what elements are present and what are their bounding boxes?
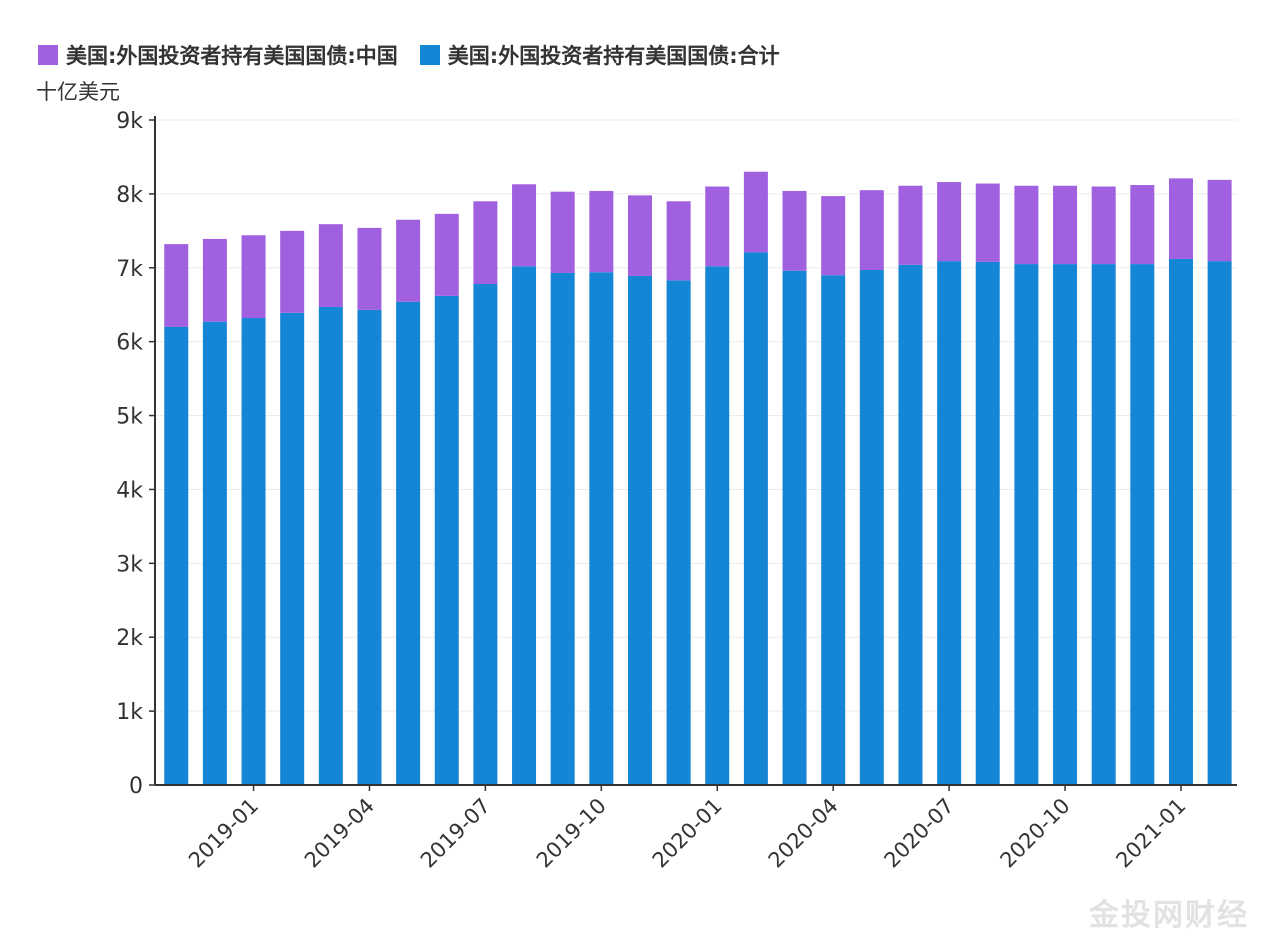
bar-china: [975, 183, 1000, 262]
x-tick-label: 2019-01: [184, 794, 263, 873]
x-tick-label: 2020-04: [764, 794, 843, 873]
y-axis-unit-label: 十亿美元: [36, 80, 120, 104]
bar-total: [1014, 264, 1039, 785]
bar-china: [705, 186, 730, 267]
bar-china: [937, 182, 962, 262]
x-tick-label: 2019-04: [300, 794, 379, 873]
bar-total: [666, 280, 691, 785]
bar-china: [473, 201, 498, 285]
y-tick-label: 8k: [116, 183, 143, 208]
bar-total: [512, 266, 537, 785]
bar-china: [280, 230, 305, 313]
bar-china: [1168, 178, 1193, 259]
bar-china: [434, 213, 459, 296]
bar-total: [318, 306, 343, 785]
bar-total: [202, 321, 227, 785]
bar-total: [241, 318, 266, 785]
bar-total: [589, 272, 614, 785]
x-tick-label: 2020-07: [880, 794, 959, 873]
y-tick-label: 0: [129, 774, 143, 799]
bar-china: [1130, 185, 1155, 265]
bar-total: [743, 252, 768, 785]
y-tick-label: 4k: [116, 478, 143, 503]
legend-swatch-china: [38, 45, 58, 65]
bar-total: [937, 261, 962, 785]
bar-total: [821, 275, 846, 785]
y-tick-label: 9k: [116, 109, 143, 134]
x-tick-label: 2020-01: [648, 794, 727, 873]
bar-china: [898, 185, 923, 265]
bar-total: [975, 261, 1000, 785]
bar-total: [1091, 264, 1116, 785]
y-tick-label: 1k: [116, 700, 143, 725]
legend-label-total: 美国:外国投资者持有美国国债:合计: [447, 44, 780, 68]
bar-total: [550, 272, 575, 785]
bar-china: [589, 190, 614, 273]
bar-china: [782, 190, 807, 271]
watermark: 金投网财经: [1089, 898, 1249, 933]
bar-total: [1053, 264, 1078, 785]
legend-label-china: 美国:外国投资者持有美国国债:中国: [66, 44, 398, 68]
bar-total: [627, 275, 652, 785]
bar-china: [666, 201, 691, 281]
bar-china: [202, 238, 227, 322]
bar-china: [550, 191, 575, 273]
y-tick-label: 2k: [116, 626, 143, 651]
bar-total: [1207, 261, 1232, 785]
legend-item-china[interactable]: 美国:外国投资者持有美国国债:中国: [38, 40, 398, 70]
bar-china: [821, 196, 846, 276]
bar-china: [1207, 179, 1232, 262]
bar-total: [782, 270, 807, 785]
legend-item-total[interactable]: 美国:外国投资者持有美国国债:合计: [419, 40, 780, 70]
bar-total: [357, 309, 382, 785]
bar-china: [396, 219, 421, 302]
y-tick-label: 3k: [116, 552, 143, 577]
bar-china: [627, 195, 652, 276]
bar-total: [164, 326, 189, 785]
x-tick-label: 2019-10: [532, 794, 611, 873]
y-tick-label: 6k: [116, 331, 143, 356]
bar-china: [357, 227, 382, 310]
bar-china: [318, 224, 343, 307]
x-tick-label: 2020-10: [996, 794, 1075, 873]
bar-china: [1053, 185, 1078, 265]
bar-china: [1091, 186, 1116, 265]
bar-china: [743, 171, 768, 253]
x-tick-label: 2021-01: [1111, 794, 1190, 873]
bar-china: [512, 184, 537, 267]
bar-total: [396, 301, 421, 785]
bar-total: [434, 295, 459, 785]
bar-china: [164, 244, 189, 327]
y-tick-label: 7k: [116, 257, 143, 282]
bar-china: [859, 190, 884, 270]
bar-china: [241, 235, 266, 319]
x-tick-label: 2019-07: [416, 794, 495, 873]
bar-total: [705, 266, 730, 785]
bar-total: [1130, 264, 1155, 785]
bar-total: [473, 284, 498, 785]
bar-total: [280, 312, 305, 785]
bar-total: [859, 269, 884, 785]
legend: 美国:外国投资者持有美国国债:中国 美国:外国投资者持有美国国债:合计: [38, 40, 780, 70]
bar-china: [1014, 185, 1039, 265]
y-tick-label: 5k: [116, 405, 143, 430]
legend-swatch-total: [419, 45, 440, 65]
bar-total: [1168, 258, 1193, 785]
bar-total: [898, 264, 923, 785]
